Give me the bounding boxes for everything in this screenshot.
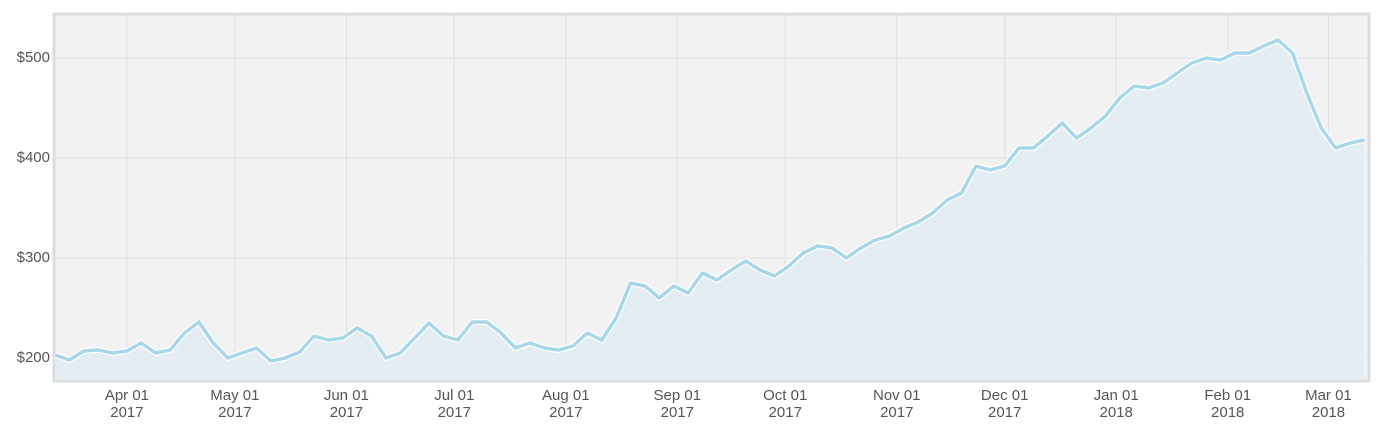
- x-tick-label: Feb 01: [1204, 387, 1251, 404]
- x-tick-year: 2017: [110, 404, 143, 421]
- x-tick-year: 2017: [880, 404, 913, 421]
- x-tick-year: 2017: [549, 404, 582, 421]
- x-tick-year: 2018: [1100, 404, 1133, 421]
- x-tick-label: Jan 01: [1094, 387, 1139, 404]
- x-tick-year: 2017: [661, 404, 694, 421]
- y-tick-label: $500: [17, 49, 50, 66]
- x-tick-label: Sep 01: [654, 387, 702, 404]
- x-tick-year: 2017: [988, 404, 1021, 421]
- y-tick-label: $300: [17, 249, 50, 266]
- area: [55, 40, 1365, 380]
- x-tick-label: Apr 01: [105, 387, 149, 404]
- x-tick-label: Oct 01: [763, 387, 807, 404]
- x-tick-label: Dec 01: [981, 387, 1029, 404]
- x-tick-label: Aug 01: [542, 387, 590, 404]
- x-tick-label: Nov 01: [873, 387, 921, 404]
- x-tick-label: Jul 01: [434, 387, 474, 404]
- x-tick-label: Jun 01: [324, 387, 369, 404]
- y-tick-label: $400: [17, 149, 50, 166]
- x-tick-label: May 01: [210, 387, 259, 404]
- x-tick-year: 2017: [438, 404, 471, 421]
- line: [54, 38, 1365, 363]
- x-tick-year: 2018: [1211, 404, 1244, 421]
- x-tick-label: Mar 01: [1305, 387, 1352, 404]
- x-tick-year: 2017: [769, 404, 802, 421]
- y-tick-label: $200: [17, 349, 50, 366]
- x-tick-year: 2017: [218, 404, 251, 421]
- x-tick-year: 2018: [1312, 404, 1345, 421]
- x-tick-year: 2017: [330, 404, 363, 421]
